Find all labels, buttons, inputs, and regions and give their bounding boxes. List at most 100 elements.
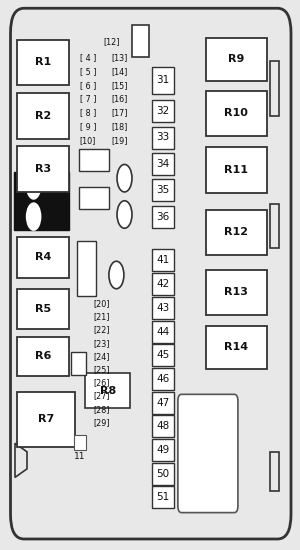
FancyBboxPatch shape [206,38,267,81]
Text: [27]: [27] [94,392,110,400]
FancyBboxPatch shape [16,289,69,329]
Text: R7: R7 [38,414,54,424]
FancyBboxPatch shape [206,210,267,255]
FancyBboxPatch shape [16,392,75,447]
FancyBboxPatch shape [178,394,238,513]
FancyBboxPatch shape [152,206,174,228]
Polygon shape [15,443,27,477]
Text: [ 7 ]: [ 7 ] [80,95,97,103]
Text: [18]: [18] [112,122,128,131]
Text: R3: R3 [35,164,51,174]
FancyBboxPatch shape [152,415,174,437]
Text: [28]: [28] [94,405,110,414]
FancyBboxPatch shape [16,337,69,376]
Text: [ 9 ]: [ 9 ] [80,122,97,131]
Text: [13]: [13] [112,53,128,62]
Text: R11: R11 [224,165,248,175]
Text: R4: R4 [34,252,51,262]
Text: R2: R2 [34,111,51,121]
Circle shape [109,261,124,289]
FancyBboxPatch shape [152,67,174,94]
Text: R5: R5 [35,304,51,314]
FancyBboxPatch shape [152,179,174,201]
FancyBboxPatch shape [152,153,174,175]
FancyBboxPatch shape [270,60,279,116]
Text: [14]: [14] [112,67,128,76]
Text: [17]: [17] [112,108,128,117]
Text: [25]: [25] [94,365,110,374]
FancyBboxPatch shape [14,172,69,230]
FancyBboxPatch shape [11,8,291,539]
FancyBboxPatch shape [152,321,174,343]
Text: 45: 45 [157,350,170,360]
FancyBboxPatch shape [270,452,279,491]
FancyBboxPatch shape [206,326,267,368]
Text: [16]: [16] [112,95,128,103]
FancyBboxPatch shape [85,373,130,408]
Text: 43: 43 [157,303,170,313]
Text: [ 4 ]: [ 4 ] [80,53,97,62]
Text: [26]: [26] [94,378,110,387]
Text: R6: R6 [34,351,51,361]
Text: [23]: [23] [94,339,110,348]
FancyBboxPatch shape [152,100,174,122]
FancyBboxPatch shape [152,273,174,295]
FancyBboxPatch shape [74,434,86,450]
FancyBboxPatch shape [16,236,69,278]
FancyBboxPatch shape [152,368,174,390]
FancyBboxPatch shape [206,91,267,136]
Text: R1: R1 [34,57,51,68]
Text: [24]: [24] [94,352,110,361]
Text: 34: 34 [157,159,170,169]
Text: [ 6 ]: [ 6 ] [80,81,97,90]
FancyBboxPatch shape [206,270,267,315]
Text: R14: R14 [224,342,248,352]
Circle shape [117,164,132,192]
Text: [19]: [19] [112,136,128,145]
Text: [12]: [12] [103,37,120,46]
Text: R10: R10 [224,108,248,118]
Text: R8: R8 [100,386,116,396]
FancyBboxPatch shape [16,93,69,139]
Text: 48: 48 [157,421,170,431]
Text: 33: 33 [157,133,170,142]
Text: [20]: [20] [94,299,110,308]
Text: R13: R13 [224,287,248,297]
FancyBboxPatch shape [77,241,96,296]
FancyBboxPatch shape [152,297,174,319]
Text: 50: 50 [157,469,170,478]
FancyBboxPatch shape [270,204,279,248]
Text: [15]: [15] [112,81,128,90]
Circle shape [26,171,41,200]
FancyBboxPatch shape [152,463,174,485]
Text: 11: 11 [74,452,86,461]
Text: [10]: [10] [80,136,96,145]
Text: R9: R9 [228,54,244,64]
FancyBboxPatch shape [71,352,86,375]
FancyBboxPatch shape [152,249,174,271]
Text: 46: 46 [157,374,170,384]
FancyBboxPatch shape [152,392,174,414]
Text: R12: R12 [224,227,248,237]
Text: 35: 35 [157,185,170,195]
Text: 32: 32 [157,106,170,116]
Text: [ 8 ]: [ 8 ] [80,108,97,117]
Text: [ 5 ]: [ 5 ] [80,67,97,76]
Text: [22]: [22] [94,326,110,334]
Text: [29]: [29] [94,418,110,427]
FancyBboxPatch shape [152,486,174,508]
FancyBboxPatch shape [152,344,174,366]
Text: 41: 41 [157,255,170,265]
Text: 42: 42 [157,279,170,289]
FancyBboxPatch shape [79,148,109,170]
FancyBboxPatch shape [206,147,267,192]
Text: 47: 47 [157,398,170,408]
FancyBboxPatch shape [79,187,109,209]
Text: [21]: [21] [94,312,110,321]
FancyBboxPatch shape [16,146,69,192]
Circle shape [117,201,132,228]
FancyBboxPatch shape [132,25,149,57]
Text: 44: 44 [157,327,170,337]
Text: 31: 31 [157,75,170,85]
Text: 36: 36 [157,212,170,222]
